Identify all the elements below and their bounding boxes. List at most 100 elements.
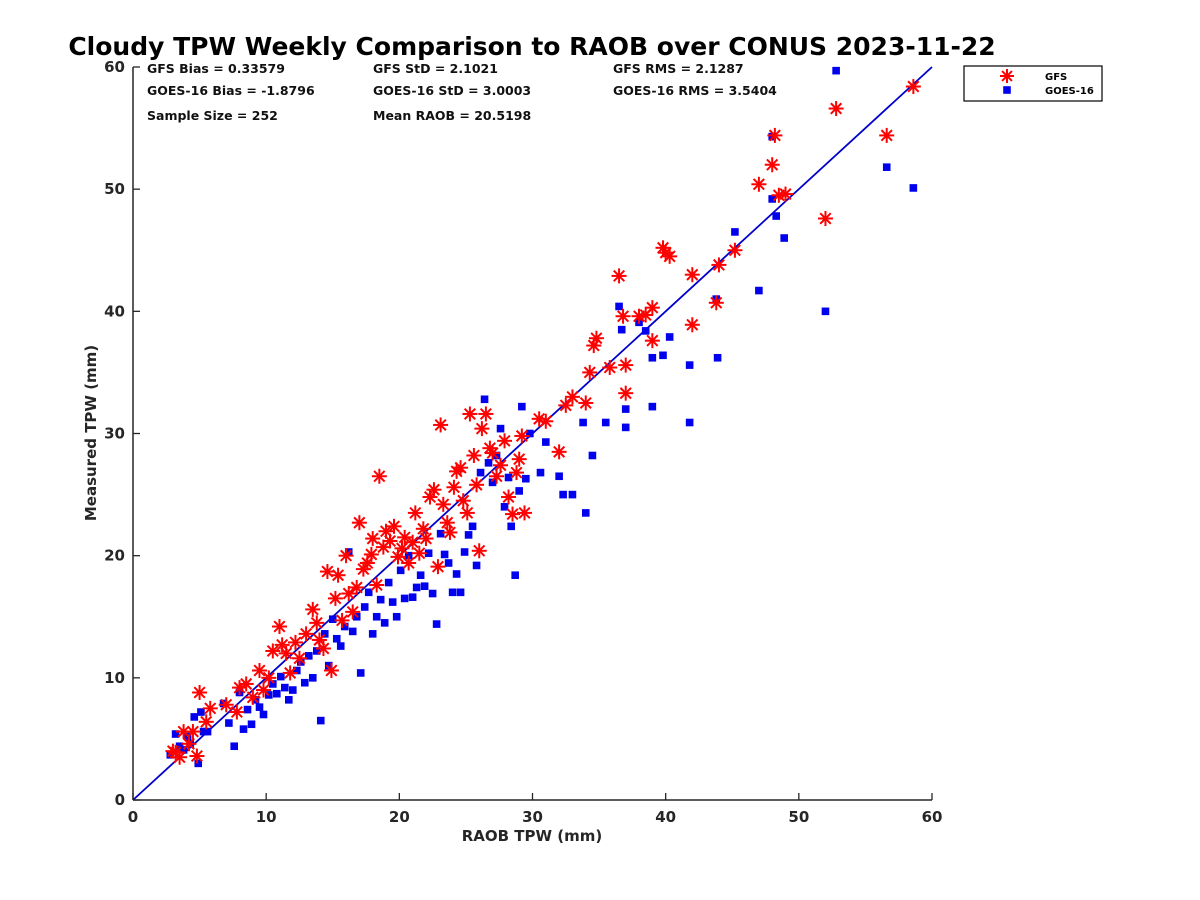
x-tick-label: 40 <box>655 808 676 826</box>
point-goes16 <box>713 353 722 362</box>
point-gfs <box>662 248 678 264</box>
point-goes16 <box>476 468 485 477</box>
point-gfs <box>531 411 547 427</box>
point-goes16 <box>755 286 763 295</box>
point-goes16 <box>316 716 325 725</box>
point-goes16 <box>428 589 437 598</box>
chart-title: Cloudy TPW Weekly Comparison to RAOB ove… <box>68 32 995 61</box>
point-goes16 <box>659 351 667 360</box>
point-goes16 <box>480 395 489 404</box>
point-goes16 <box>522 474 530 483</box>
x-tick-label: 10 <box>256 808 277 826</box>
point-goes16 <box>239 725 248 733</box>
y-tick-label: 50 <box>104 180 125 198</box>
y-tick-label: 20 <box>104 547 125 565</box>
point-gfs <box>509 465 525 481</box>
point-gfs <box>471 543 487 559</box>
point-goes16 <box>296 658 305 666</box>
point-gfs <box>327 590 343 606</box>
x-tick-label: 20 <box>389 808 410 826</box>
legend-marker-goes16 <box>1003 86 1011 94</box>
point-gfs <box>644 333 660 349</box>
point-goes16 <box>230 742 239 751</box>
point-goes16 <box>416 571 425 580</box>
point-goes16 <box>496 424 505 433</box>
point-goes16 <box>328 615 337 623</box>
point-goes16 <box>304 652 313 660</box>
point-gfs <box>708 295 724 311</box>
point-goes16 <box>289 686 297 694</box>
point-goes16 <box>324 661 333 670</box>
point-goes16 <box>504 473 513 482</box>
point-goes16 <box>194 759 203 768</box>
point-goes16 <box>171 730 180 738</box>
point-gfs <box>433 417 449 433</box>
point-gfs <box>218 697 234 713</box>
y-tick-label: 60 <box>104 58 125 76</box>
point-gfs <box>514 428 530 444</box>
point-gfs <box>382 533 398 549</box>
point-gfs <box>727 242 743 258</box>
point-goes16 <box>780 234 788 242</box>
legend: GFS GOES-16 <box>963 65 1103 102</box>
stat-text: GFS StD = 2.1021 <box>373 61 498 76</box>
point-goes16 <box>312 647 321 655</box>
point-gfs <box>558 397 574 413</box>
point-goes16 <box>615 302 623 311</box>
point-goes16 <box>420 582 429 591</box>
point-gfs <box>551 444 567 460</box>
y-tick-label: 30 <box>104 425 125 443</box>
point-goes16 <box>460 548 469 556</box>
stat-text: Sample Size = 252 <box>147 108 278 123</box>
point-goes16 <box>273 689 281 698</box>
point-goes16 <box>821 307 830 316</box>
point-goes16 <box>372 612 381 621</box>
point-gfs <box>879 127 895 143</box>
point-gfs <box>828 101 844 117</box>
point-goes16 <box>190 713 199 721</box>
point-gfs <box>426 482 442 498</box>
stat-text: GFS Bias = 0.33579 <box>147 61 285 76</box>
point-goes16 <box>641 327 650 335</box>
point-goes16 <box>219 699 228 708</box>
point-goes16 <box>588 451 597 460</box>
point-gfs <box>363 546 379 562</box>
point-goes16 <box>376 595 385 604</box>
point-gfs <box>309 615 325 631</box>
point-goes16 <box>259 710 268 719</box>
point-goes16 <box>536 468 545 477</box>
point-gfs <box>489 468 505 484</box>
point-gfs <box>469 477 485 493</box>
point-gfs <box>435 496 451 512</box>
point-goes16 <box>464 531 473 539</box>
point-goes16 <box>197 708 205 716</box>
axes: 0 10 20 30 40 50 60 0 10 20 30 40 50 60 <box>104 58 942 826</box>
point-gfs <box>365 531 381 547</box>
point-gfs <box>282 665 298 681</box>
point-goes16 <box>255 703 264 711</box>
point-gfs <box>229 704 245 720</box>
y-tick-label: 40 <box>104 302 125 320</box>
point-gfs <box>711 257 727 273</box>
point-gfs <box>351 515 367 531</box>
point-gfs <box>397 529 413 545</box>
point-gfs <box>407 505 423 521</box>
point-gfs <box>751 176 767 192</box>
point-gfs <box>305 601 321 617</box>
point-goes16 <box>648 353 657 362</box>
point-gfs <box>418 531 434 547</box>
point-goes16 <box>456 588 465 597</box>
x-tick-label: 60 <box>922 808 943 826</box>
point-goes16 <box>492 451 501 460</box>
point-goes16 <box>392 612 401 621</box>
stat-text: GFS RMS = 2.1287 <box>613 61 744 76</box>
point-goes16 <box>468 522 477 531</box>
x-tick-label: 30 <box>522 808 543 826</box>
point-gfs <box>349 579 365 595</box>
point-goes16 <box>909 184 918 192</box>
point-goes16 <box>526 429 534 438</box>
point-gfs <box>338 548 354 564</box>
point-goes16 <box>384 578 393 587</box>
point-goes16 <box>300 678 309 687</box>
